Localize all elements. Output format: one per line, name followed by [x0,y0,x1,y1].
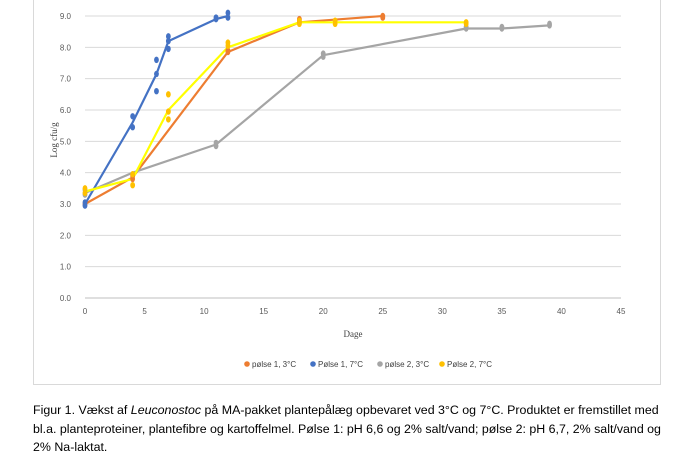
legend: pølse 1, 3°C Pølse 1, 7°C pølse 2, 3°C Pøls… [244,360,492,369]
x-tick-label: 5 [142,307,147,316]
data-point-series-2 [225,14,231,21]
data-point-series-2 [82,199,88,206]
y-tick-label: 3.0 [60,200,72,209]
data-point-series-2 [130,124,136,131]
data-point-series-4 [82,185,88,192]
data-point-series-2 [165,45,171,53]
gridlines [85,15,621,268]
y-tick-label: 5.0 [60,137,72,146]
x-tick-label: 25 [378,307,387,316]
y-tick-label: 4.0 [60,169,72,178]
x-tick-label: 15 [259,307,268,316]
x-tick-label: 45 [617,307,626,316]
x-axis-title: Dage [344,329,363,339]
y-tick-label: 8.0 [60,43,72,52]
data-point-series-3 [320,50,326,57]
series-line-3 [84,24,550,195]
legend-label: Pølse 1, 7°C [318,360,363,369]
growth-chart: 0.0 1.0 2.0 3.0 4.0 5.0 6.0 7.0 8.0 9.0 0 5 10 15 20 2… [49,9,626,369]
data-point-series-4 [165,91,171,98]
data-point-series-4 [297,17,302,24]
x-tick-label: 20 [319,307,328,316]
data-point-series-4 [332,17,338,24]
caption-italic-organism: Leuconostoc [130,403,202,417]
x-tick-label: 35 [497,307,506,316]
x-tick-label: 40 [557,307,566,316]
caption-text-start: Figur 1. Vækst af [33,403,131,417]
legend-marker [310,361,316,367]
x-tick-label: 0 [83,307,88,316]
y-axis-title: Log cfu/g [49,122,59,158]
data-point-series-4 [130,182,136,189]
data-point-series-2 [130,113,136,120]
caption-text-rest: på MA-pakket plantepålæg opbevaret ved 3… [33,403,661,454]
data-point-series-3 [499,23,505,31]
chart-area: 0.0 1.0 2.0 3.0 4.0 5.0 6.0 7.0 8.0 9.0 0 5 10 15 20 2… [33,0,661,385]
x-tick-label: 30 [438,307,447,316]
data-point-series-2 [154,56,159,64]
y-tick-labels: 0.0 1.0 2.0 3.0 4.0 5.0 6.0 7.0 8.0 9.0 [60,12,72,303]
y-tick-label: 1.0 [60,263,72,272]
data-point-series-4 [82,189,88,197]
data-point-series-2 [165,37,171,45]
data-point-series-4 [463,20,469,28]
y-tick-label: 2.0 [60,231,72,240]
data-point-series-3 [547,20,552,28]
legend-label: Pølse 2, 7°C [447,360,492,369]
y-tick-label: 9.0 [60,12,72,21]
y-tick-label: 7.0 [60,75,72,84]
data-point-series-2 [165,33,171,40]
x-tick-label: 10 [200,307,209,316]
data-point-series-4 [165,108,171,115]
data-point-series-2 [154,88,159,95]
data-point-series-4 [225,42,231,49]
data-point-series-3 [213,139,219,147]
legend-marker [439,361,445,367]
data-point-series-1 [380,14,386,21]
legend-label: pølse 2, 3°C [385,360,429,369]
x-tick-labels: 0 5 10 15 20 25 30 35 40 45 [83,307,626,316]
data-point-series-2 [213,14,219,21]
legend-marker [244,361,250,367]
legend-marker [377,361,383,367]
series-points [82,9,552,209]
legend-label: pølse 1, 3°C [252,360,296,369]
data-point-series-2 [154,70,159,78]
figure-caption: Figur 1. Vækst af Leuconostoc på MA-pakk… [33,401,673,457]
data-point-series-4 [130,171,136,178]
y-tick-label: 6.0 [60,106,72,115]
data-point-series-1 [225,48,231,56]
data-point-series-2 [225,9,231,17]
data-point-series-4 [165,116,171,123]
y-tick-label: 0.0 [60,294,72,303]
